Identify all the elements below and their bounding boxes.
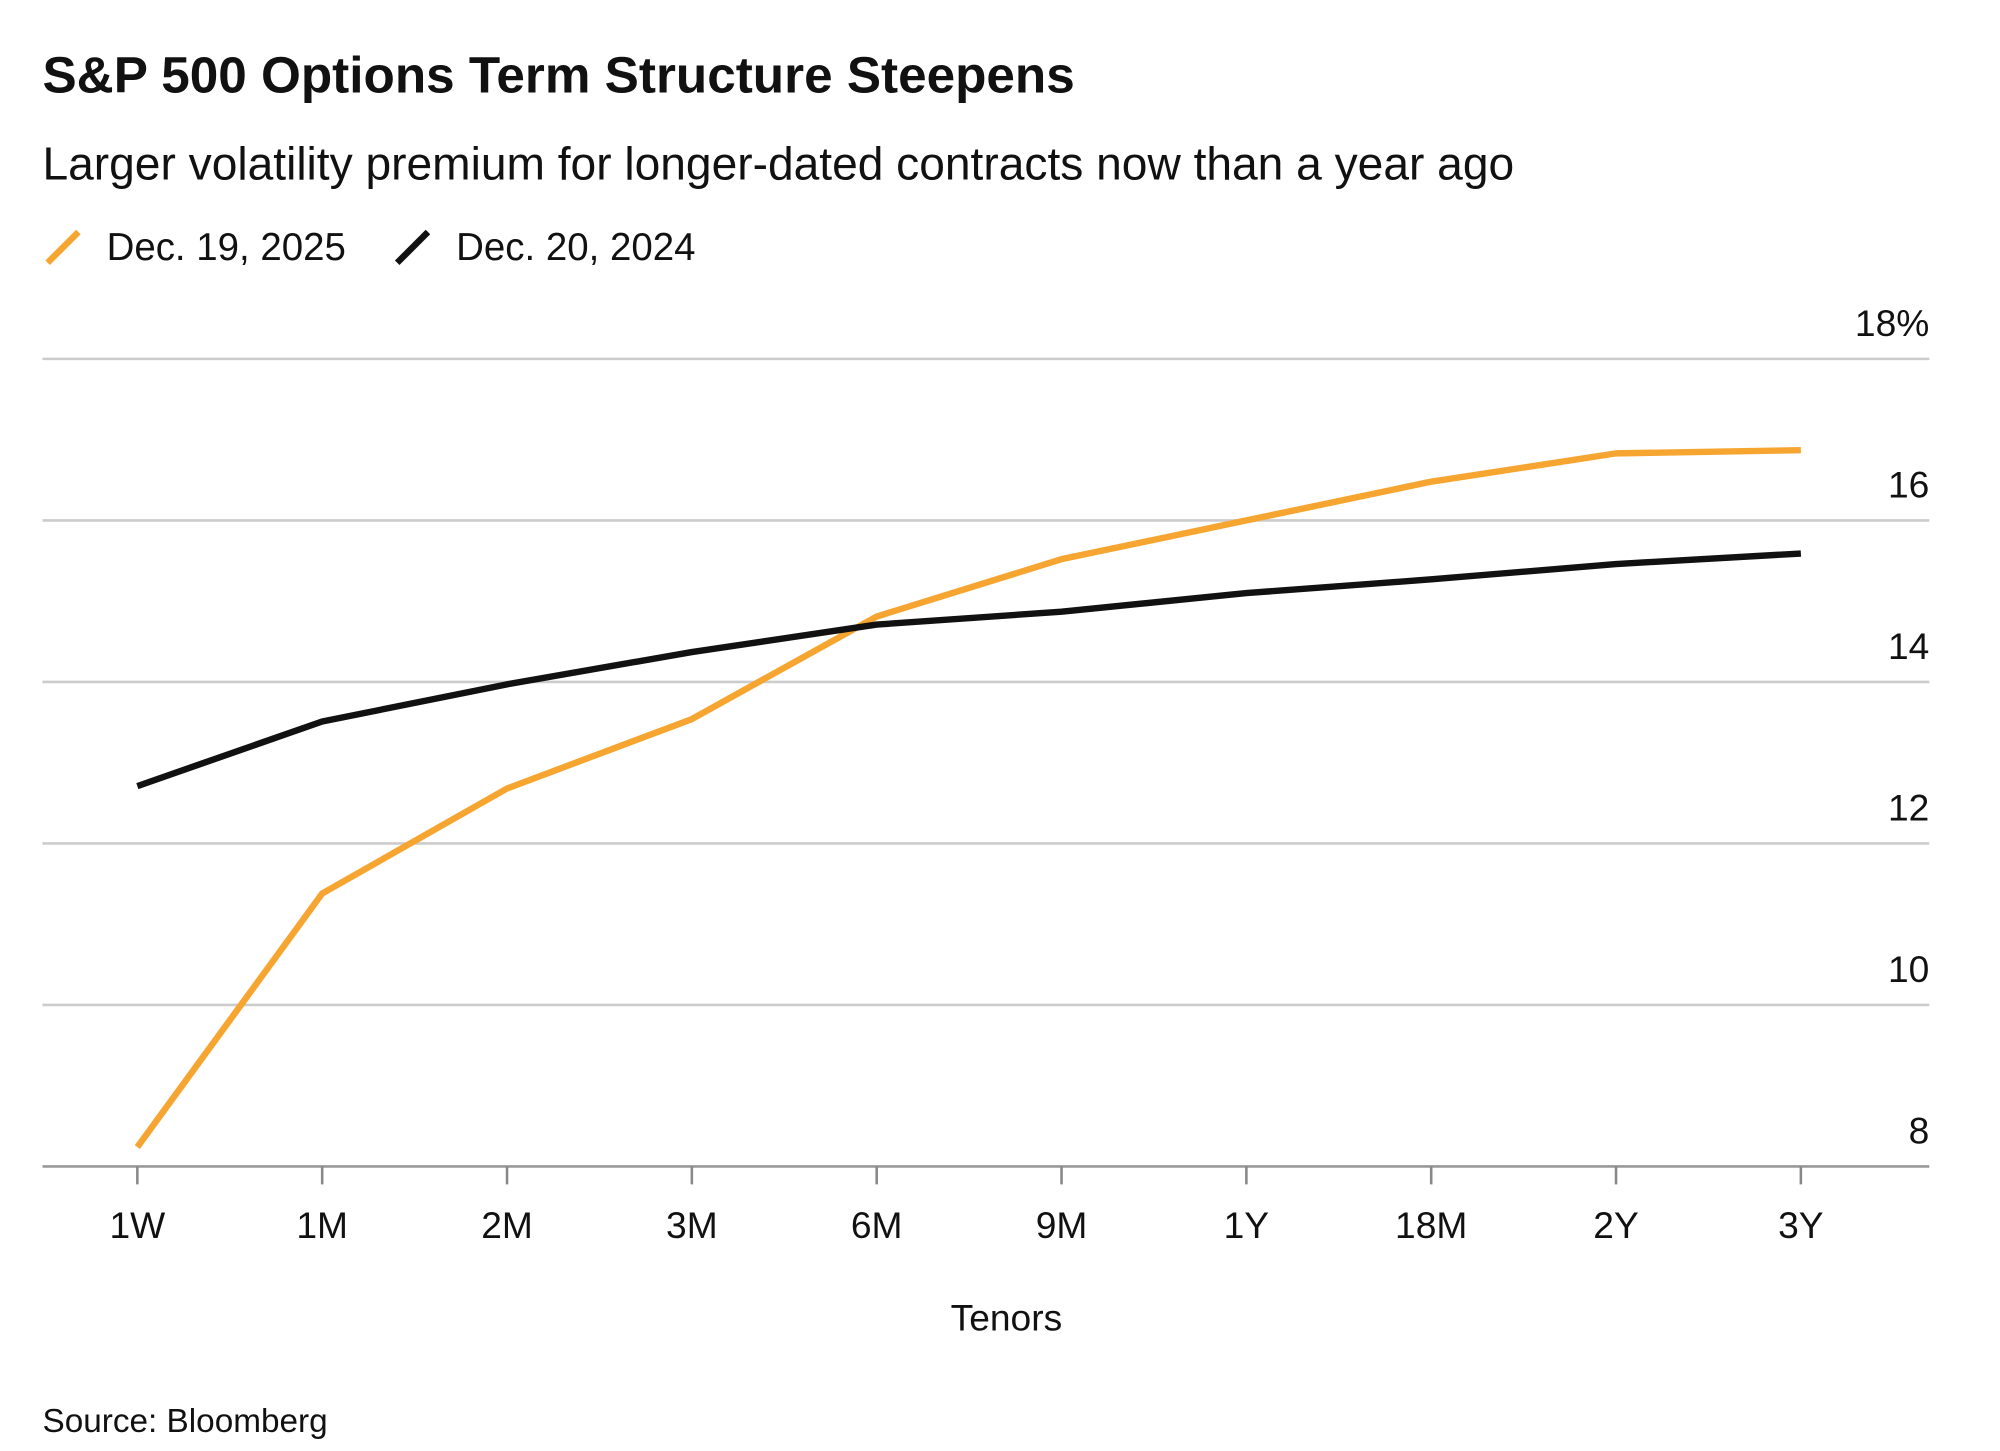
chart-subtitle: Larger volatility premium for longer-dat… <box>42 137 1514 189</box>
y-tick-label: 8 <box>1909 1109 1930 1151</box>
x-tick-label: 3M <box>666 1204 718 1246</box>
x-tick-label: 3Y <box>1778 1204 1823 1246</box>
y-tick-label: 10 <box>1888 948 1929 990</box>
source: Source: Bloomberg <box>42 1403 327 1440</box>
y-tick-label: 12 <box>1888 786 1929 828</box>
legend-swatch <box>45 229 81 266</box>
x-tick-label: 9M <box>1036 1204 1088 1246</box>
x-tick-label: 1M <box>296 1204 348 1246</box>
series-line <box>134 446 1801 1149</box>
series-line <box>136 550 1802 790</box>
y-tick-label: 14 <box>1888 625 1929 667</box>
legend-swatch <box>394 229 431 266</box>
x-tick-label: 2Y <box>1593 1204 1638 1246</box>
x-tick-label: 1W <box>109 1204 165 1246</box>
y-tick-label: 16 <box>1888 463 1929 505</box>
y-tick-label: 18% <box>1855 302 1929 344</box>
x-tick-label: 1Y <box>1224 1204 1269 1246</box>
x-axis-label: Tenors <box>951 1297 1063 1339</box>
chart-title: S&P 500 Options Term Structure Steepens <box>42 46 1074 103</box>
x-tick-label: 6M <box>851 1204 903 1246</box>
x-tick-label: 2M <box>481 1204 533 1246</box>
x-tick-label: 18M <box>1395 1204 1467 1246</box>
legend-label: Dec. 20, 2024 <box>456 226 695 269</box>
legend-label: Dec. 19, 2025 <box>107 226 346 269</box>
